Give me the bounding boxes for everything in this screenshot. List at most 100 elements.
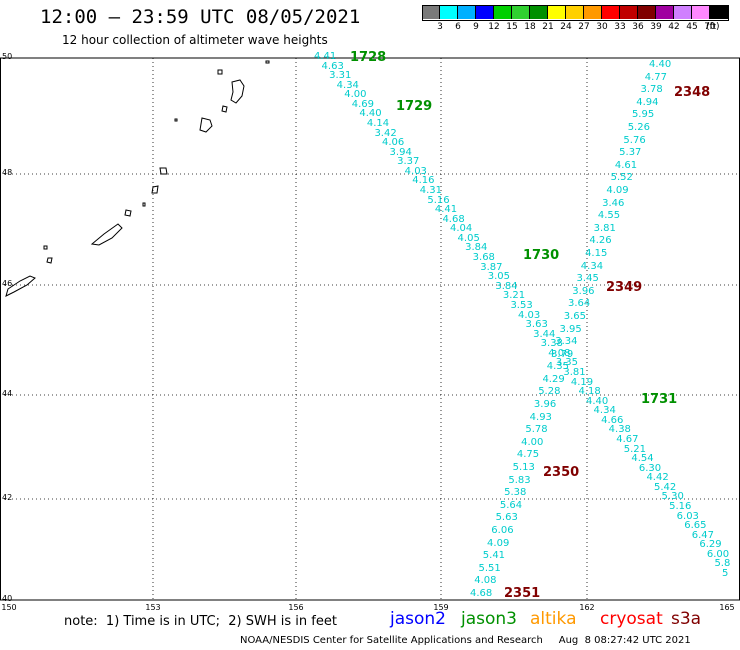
wave-height-value: 6.03 xyxy=(676,510,699,522)
wave-height-value: 3.68 xyxy=(472,252,495,264)
lon-label: 153 xyxy=(145,603,161,612)
lat-label: 46 xyxy=(2,279,13,288)
legend-swatch xyxy=(494,5,512,19)
credit-line: NOAA/NESDIS Center for Satellite Applica… xyxy=(240,635,691,646)
wave-height-value: 4.31 xyxy=(419,185,443,197)
wave-height-value: 4.26 xyxy=(589,235,612,247)
page-title: 12:00 – 23:59 UTC 08/05/2021 xyxy=(40,6,361,28)
legend-label: 45 xyxy=(686,22,698,32)
legend-swatch xyxy=(566,5,584,19)
legend-swatch xyxy=(530,5,548,19)
wave-height-value: 3.37 xyxy=(397,156,420,168)
wave-height-value: 5.8 xyxy=(714,558,731,570)
wave-height-value: 4.19 xyxy=(570,376,594,388)
page-subtitle: 12 hour collection of altimeter wave hei… xyxy=(62,33,328,47)
legend-swatch xyxy=(512,5,530,19)
wave-height-value: 3.81 xyxy=(593,222,616,234)
wave-height-value: 4.00 xyxy=(521,436,544,448)
wave-height-value: 4.77 xyxy=(644,71,667,83)
wave-height-value: 4.93 xyxy=(529,411,552,423)
wave-height-value: 4.35 xyxy=(546,361,569,373)
lat-label: 50 xyxy=(2,52,13,61)
lat-label: 40 xyxy=(2,594,13,603)
legend-label: 12 xyxy=(488,22,500,32)
legend-swatch xyxy=(476,5,494,19)
legend-label: 6 xyxy=(455,22,461,32)
wave-height-value: 3.63 xyxy=(525,319,548,331)
wave-height-value: 3.87 xyxy=(480,261,503,273)
legend-swatch xyxy=(620,5,638,19)
wave-height-value: 3.84 xyxy=(465,242,488,254)
wave-height-value: 4.40 xyxy=(649,59,672,70)
wave-height-value: 3.65 xyxy=(563,310,587,322)
satellite-label: altika xyxy=(530,609,577,629)
wave-height-value: 5.13 xyxy=(512,462,535,474)
pass-time-label: 1728 xyxy=(350,50,387,65)
wave-height-value: 3.21 xyxy=(502,290,526,302)
legend-label: 27 xyxy=(578,22,590,32)
wave-height-value: 4.75 xyxy=(516,449,540,461)
wave-height-value: 4.04 xyxy=(450,223,473,235)
wave-height-value: 5.28 xyxy=(538,386,561,398)
wave-height-value: 4.55 xyxy=(597,210,621,222)
wave-height-value: 4.00 xyxy=(344,89,367,101)
legend-label: 24 xyxy=(560,22,572,32)
pass-time-label: 1731 xyxy=(641,392,678,407)
wave-height-value: 3.79 xyxy=(550,348,574,360)
lon-label: 165 xyxy=(719,603,735,612)
wave-height-value: 4.16 xyxy=(412,175,435,187)
legend-unit: (ft) xyxy=(706,22,720,32)
wave-height-value: 5.38 xyxy=(504,487,527,499)
lon-label: 162 xyxy=(579,603,595,612)
satellite-label: jason2 xyxy=(390,609,446,629)
coastline-islands xyxy=(5,60,270,297)
wave-height-value: 4.05 xyxy=(457,232,480,244)
pass-time-label: 2351 xyxy=(504,586,541,601)
legend-swatch xyxy=(656,5,674,19)
wave-height-value: 4.54 xyxy=(631,453,654,465)
lon-label: 156 xyxy=(288,603,304,612)
wave-height-value: 3.05 xyxy=(487,271,511,283)
lat-label: 42 xyxy=(2,493,13,502)
legend-label: 33 xyxy=(614,22,626,32)
wave-height-value: 4.29 xyxy=(542,373,565,385)
wave-height-value: 4.40 xyxy=(359,108,382,120)
wave-height-value: 5.63 xyxy=(495,512,518,524)
wave-height-value: 4.09 xyxy=(487,537,510,549)
wave-height-value: 4.42 xyxy=(646,472,669,484)
legend-swatch xyxy=(440,5,458,19)
wave-height-value: 5.64 xyxy=(499,499,523,511)
satellite-label: s3a xyxy=(671,609,702,629)
wave-height-value: 5.52 xyxy=(610,172,633,184)
legend-label: 21 xyxy=(542,22,554,32)
wave-height-value: 4.94 xyxy=(636,96,659,108)
wave-height-value: 5.16 xyxy=(427,194,450,206)
legend-swatch xyxy=(458,5,476,19)
pass-time-label: 2349 xyxy=(606,280,643,295)
wave-height-value: 4.40 xyxy=(586,395,609,407)
wave-height-value: 5.42 xyxy=(654,481,677,493)
wave-height-value: 3.42 xyxy=(374,127,397,139)
wave-height-value: 6.29 xyxy=(699,539,722,551)
pass-time-label: 1730 xyxy=(523,248,560,263)
satellite-label: jason3 xyxy=(461,609,517,629)
wave-height-value: 5.76 xyxy=(623,134,646,146)
wave-height-value: 4.03 xyxy=(404,165,427,177)
lon-label: 150 xyxy=(1,603,17,612)
wave-height-value: 5.83 xyxy=(508,474,531,486)
legend-label: 70 xyxy=(704,22,716,32)
wave-height-value: 3.95 xyxy=(559,323,582,335)
wave-height-value: 6.06 xyxy=(491,525,514,537)
wave-height-value: 4.68 xyxy=(470,588,493,599)
wave-height-value: 4.18 xyxy=(578,386,601,398)
wave-height-value: 3.96 xyxy=(533,399,557,411)
wave-height-value: 5.78 xyxy=(525,424,548,436)
wave-height-value: 4.34 xyxy=(580,260,604,272)
wave-height-value: 4.08 xyxy=(474,575,497,587)
wave-height-value: 4.14 xyxy=(366,118,390,130)
wave-height-value: 5.41 xyxy=(482,550,506,562)
lat-label: 44 xyxy=(2,389,13,398)
wave-height-value: 3.46 xyxy=(602,197,625,209)
legend-swatch xyxy=(692,5,710,19)
